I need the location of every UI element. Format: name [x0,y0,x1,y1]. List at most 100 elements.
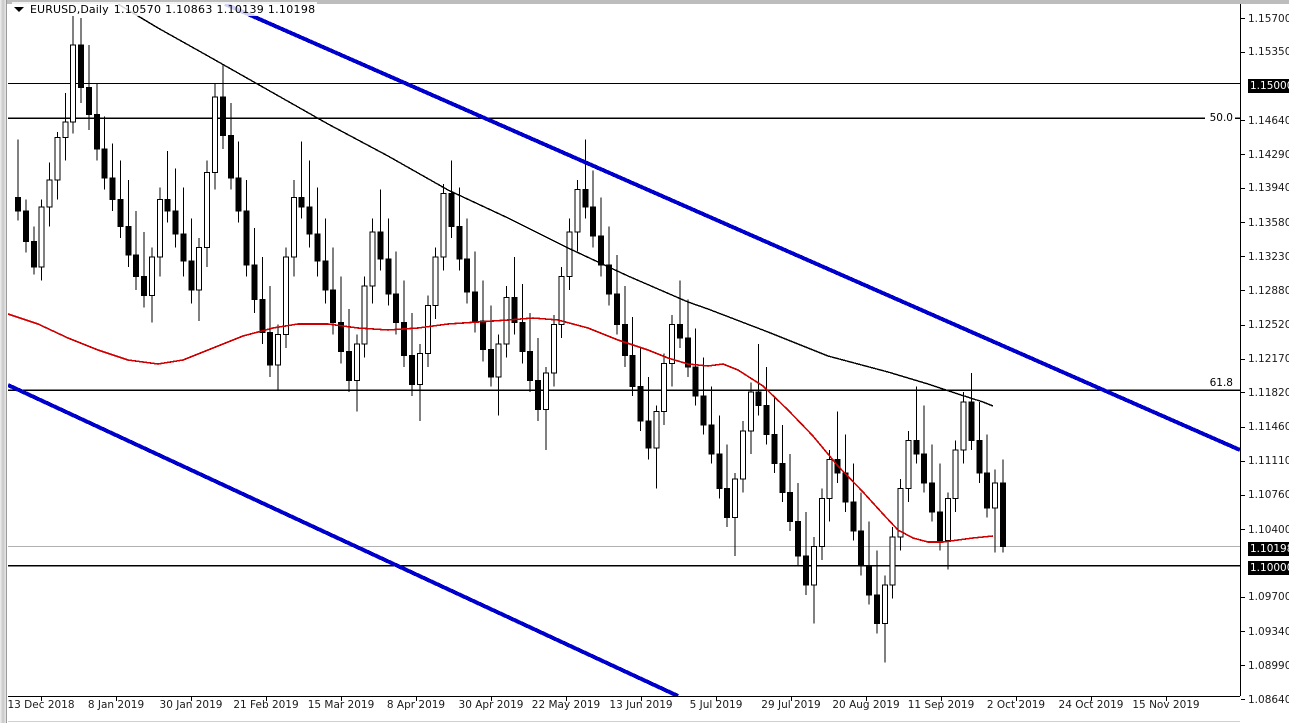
price-tick-label: 1.13230 [1248,250,1289,263]
candle-body [46,179,53,208]
candle-body [448,192,455,227]
tick-mark [1241,86,1245,87]
candle-body [795,520,802,557]
axis-divider [8,721,1240,722]
chart-canvas [8,4,1240,696]
candle-body [196,247,203,291]
fib-level-618-label: 61.8 [1205,377,1235,390]
candle-body [606,264,612,295]
price-tick: 1.10400 [1241,523,1289,536]
price-tick: 1.10000 [1241,561,1289,576]
candle-body [15,196,21,212]
price-tick: 1.12520 [1241,319,1289,332]
price-tick-label: 1.11460 [1248,421,1289,434]
price-tick: 1.12880 [1241,284,1289,297]
candle-body [771,434,778,465]
candle-body [93,113,100,150]
candle-body [936,511,943,542]
candle-body [984,472,991,509]
candle-body [550,324,557,374]
tick-mark [1241,51,1245,53]
candle-body [558,275,565,326]
candle-body [755,391,762,407]
candle-body [889,536,896,586]
price-tick-label: 1.15350 [1248,46,1289,59]
candle-body [535,380,542,411]
candlestick-series [15,16,1006,663]
price-tick: 1.10760 [1241,489,1289,502]
candle-body [905,439,912,490]
tick-mark [1241,699,1245,700]
price-tick: 1.09700 [1241,591,1289,604]
candle-body [582,189,589,208]
tick-mark [1241,18,1245,19]
candle-body [645,420,652,449]
price-tick-label: 1.12520 [1248,319,1289,332]
candle-body [180,233,187,262]
tick-mark [1241,120,1245,122]
candle-body [590,206,597,237]
price-tick-label: 1.08990 [1248,659,1289,672]
tick-mark [1241,154,1245,155]
time-tick-mark [866,697,867,701]
candle-body [133,254,140,277]
time-tick-mark [791,697,792,701]
candle-body [976,439,983,474]
price-tick-label: 1.15700 [1248,12,1289,25]
candle-body [913,439,920,455]
price-tick-label: 1.09340 [1248,625,1289,638]
candle-body [409,355,415,385]
candle-body [779,463,786,494]
candle-body [881,584,888,625]
tick-mark [1241,494,1245,496]
candle-body [369,231,376,287]
time-tick-label: 30 Apr 2019 [458,699,524,711]
candle-body [219,96,226,137]
chart-plot-area[interactable] [8,4,1240,696]
candle-body [212,96,218,173]
time-tick-label: 8 Jan 2019 [87,699,145,711]
price-tick: 1.12170 [1241,353,1289,366]
time-tick-label: 30 Jan 2019 [159,699,223,711]
tick-mark [1241,568,1245,569]
candle-body [542,372,549,411]
candle-body [377,231,384,260]
price-tick-label: 1.11110 [1248,455,1289,468]
window-top-frame [7,0,1289,4]
candle-body [117,198,124,227]
candle-body [810,546,817,586]
price-tick: 1.09340 [1241,625,1289,638]
tick-mark [1241,256,1245,258]
candle-body [992,482,999,509]
price-tick-label: 1.12880 [1248,284,1289,297]
candle-body [818,497,825,548]
candle-body [306,206,313,235]
candle-body [952,449,959,499]
candle-body [653,410,660,449]
candle-body [747,391,754,432]
candle-body [944,497,951,542]
collapse-caret-icon[interactable] [14,6,24,12]
price-tick: 1.15350 [1241,46,1289,59]
price-tick: 1.08990 [1241,659,1289,672]
price-scale-axis[interactable]: 1.15700 1.15350 1.15000 1.14640 1.14290 1.139… [1240,4,1289,706]
price-tick-label: 1.12170 [1248,353,1289,365]
time-scale-axis[interactable]: 13 Dec 2018 8 Jan 2019 30 Jan 2019 21 Feb 2… [7,696,1240,723]
time-tick-label: 21 Feb 2019 [233,699,299,711]
candle-body [621,324,628,357]
time-tick-mark [416,697,417,701]
candle-body [172,210,179,235]
candle-body [148,256,155,297]
candle-body [432,256,439,306]
candle-body [141,275,148,297]
candle-body [188,260,195,291]
candle-body [495,343,502,378]
time-tick-mark [41,697,42,701]
candle-body [204,171,211,249]
time-tick-mark [341,697,342,701]
candle-body [598,235,605,266]
price-tick-label: 1.14290 [1248,148,1289,161]
candle-body [929,482,936,513]
candle-body [393,293,400,324]
candle-body [684,337,691,368]
